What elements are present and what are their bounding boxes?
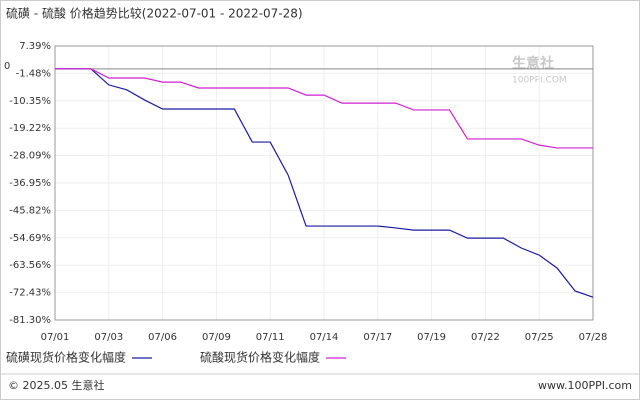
- footer-right: www.100PPI.com: [538, 379, 632, 392]
- y-tick-label: -10.35%: [9, 96, 51, 107]
- x-tick-label: 07/06: [148, 332, 177, 343]
- y-tick-label: -72.43%: [9, 288, 51, 299]
- x-tick-label: 07/19: [417, 332, 446, 343]
- legend-label: 硫酸现货价格变化幅度: [200, 350, 320, 365]
- x-tick-label: 07/22: [471, 332, 500, 343]
- x-tick-label: 07/14: [310, 332, 339, 343]
- watermark: 生意社: [512, 55, 554, 72]
- x-tick-label: 07/03: [94, 332, 123, 343]
- x-tick-label: 07/25: [525, 332, 554, 343]
- y-tick-label: -19.22%: [9, 123, 51, 134]
- y-tick-label: -1.48%: [16, 68, 51, 79]
- plot-frame: [54, 45, 594, 321]
- y-tick-label: -63.56%: [9, 260, 51, 271]
- y-tick-label: -45.82%: [9, 205, 51, 216]
- zero-label: 0: [4, 61, 10, 72]
- x-tick-label: 07/17: [363, 332, 392, 343]
- y-tick-label: -54.69%: [9, 233, 51, 244]
- legend-label: 硫磺现货价格变化幅度: [6, 350, 126, 365]
- series-line: [55, 68, 594, 298]
- y-tick-label: 7.39%: [19, 41, 51, 52]
- x-tick-label: 07/09: [202, 332, 231, 343]
- x-tick-label: 07/28: [579, 332, 608, 343]
- y-tick-label: -36.95%: [9, 178, 51, 189]
- y-tick-label: -81.30%: [9, 315, 51, 326]
- y-tick-label: -28.09%: [9, 151, 51, 162]
- x-tick-label: 07/01: [41, 332, 70, 343]
- footer-left: © 2025.05 生意社: [8, 378, 104, 392]
- x-tick-label: 07/11: [256, 332, 285, 343]
- series-line: [55, 68, 593, 149]
- chart-title: 硫磺 - 硫酸 价格趋势比较(2022-07-01 - 2022-07-28): [6, 6, 303, 21]
